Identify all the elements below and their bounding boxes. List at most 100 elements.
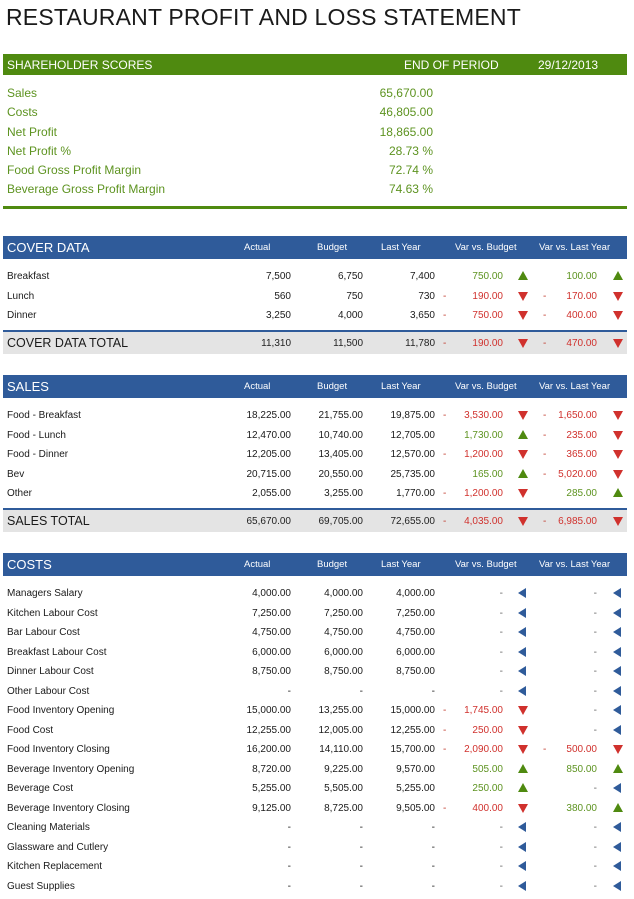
var-budget-sign: - — [443, 802, 447, 814]
col-last-year: Last Year — [381, 242, 421, 253]
var-last-year-value: 100.00 — [566, 271, 597, 282]
last-year-value: 5,255.00 — [396, 783, 435, 794]
triangle-left-icon — [518, 880, 526, 891]
row-label: Breakfast Labour Cost — [7, 646, 107, 658]
triangle-left-icon — [518, 646, 526, 657]
score-row: Net Profit % 28.73 % — [3, 142, 627, 161]
actual-value: 7,250.00 — [252, 607, 291, 619]
row-label: Food Cost — [7, 724, 54, 736]
last-year-value: - — [431, 861, 435, 872]
var-budget-sign: - — [443, 310, 447, 321]
actual-value: 16,200.00 — [246, 744, 292, 755]
triangle-left-icon — [518, 861, 526, 871]
actual-value: 12,470.00 — [246, 429, 292, 441]
var-last-year-value: 235.00 — [566, 429, 597, 441]
budget-value: 750 — [346, 290, 363, 302]
var-last-year-value: - — [593, 588, 597, 599]
row-label: Kitchen Labour Cost — [7, 607, 98, 619]
actual-value: - — [287, 861, 291, 872]
last-year-value: 15,700.00 — [390, 744, 436, 755]
budget-value: 21,755.00 — [318, 410, 364, 421]
last-year-value: 4,000.00 — [396, 588, 435, 599]
costs-header: COSTS Actual Budget Last Year Var vs. Bu… — [3, 553, 627, 576]
score-value: 72.74 % — [388, 163, 433, 178]
table-row: Food Inventory Opening 15,000.00 13,255.00… — [3, 701, 627, 721]
budget-value: - — [359, 861, 363, 872]
table-row: Food - Breakfast 18,225.00 21,755.00 19,875… — [3, 406, 627, 426]
var-last-year-value: - — [593, 666, 597, 677]
row-label: Kitchen Replacement — [7, 861, 103, 872]
triangle-up-icon — [518, 783, 528, 792]
table-row: Other 2,055.00 3,255.00 1,770.00- 1,200.00 28… — [3, 484, 627, 504]
triangle-left-icon — [613, 607, 621, 618]
triangle-down-icon — [518, 745, 528, 754]
col-budget: Budget — [317, 559, 348, 570]
triangle-up-icon — [613, 802, 623, 812]
budget-value: 7,250.00 — [324, 607, 363, 619]
var-budget-sign: - — [443, 744, 447, 755]
table-row: Food - Dinner 12,205.00 13,405.00 12,570.00… — [3, 445, 627, 465]
var-budget-value: 400.00 — [472, 802, 503, 814]
triangle-down-icon — [613, 469, 623, 479]
row-label: Beverage Cost — [7, 783, 74, 794]
col-budget: Budget — [317, 242, 348, 253]
budget-value: 11,500 — [333, 337, 363, 349]
col-actual: Actual — [244, 242, 271, 253]
sales-section: SALES Actual Budget Last Year Var vs. Bu… — [3, 375, 627, 532]
var-last-year-sign: - — [543, 410, 547, 421]
var-budget-value: 165.00 — [472, 468, 503, 480]
var-last-year-sign: - — [543, 337, 547, 349]
var-budget-value: 250.00 — [472, 783, 503, 794]
var-last-year-value: - — [593, 685, 597, 697]
var-budget-value: 750.00 — [472, 271, 503, 282]
sales-header: SALES Actual Budget Last Year Var vs. Bu… — [3, 375, 627, 398]
table-row: Beverage Inventory Opening 8,720.00 9,225.… — [3, 760, 627, 780]
triangle-up-icon — [518, 429, 528, 439]
row-label: Bev — [7, 468, 25, 480]
score-label: Net Profit % — [7, 143, 72, 158]
budget-value: 13,255.00 — [318, 705, 364, 716]
section-title: COSTS — [7, 557, 52, 572]
budget-value: 4,000 — [337, 310, 363, 321]
row-label: Glassware and Cutlery — [7, 841, 109, 853]
table-row: Beverage Cost 5,255.00 5,505.00 5,255.00 250… — [3, 779, 627, 799]
var-budget-value: - — [499, 685, 503, 697]
budget-value: 8,750.00 — [324, 666, 363, 677]
triangle-down-icon — [613, 311, 623, 320]
actual-value: 12,205.00 — [246, 449, 292, 460]
table-row: Beverage Inventory Closing 9,125.00 8,725.… — [3, 799, 627, 819]
col-last-year: Last Year — [381, 381, 421, 392]
score-row: Costs 46,805.00 — [3, 103, 627, 122]
last-year-value: 9,505.00 — [396, 802, 435, 814]
table-row: Bar Labour Cost 4,750.00 4,750.00 4,750.00 -… — [3, 623, 627, 643]
var-budget-value: 750.00 — [472, 310, 503, 321]
var-budget-sign: - — [443, 290, 447, 302]
triangle-left-icon — [613, 646, 621, 657]
budget-value: 5,505.00 — [324, 783, 363, 794]
triangle-left-icon — [518, 627, 526, 637]
row-label: COVER DATA TOTAL — [7, 335, 129, 350]
budget-value: 13,405.00 — [318, 449, 364, 460]
last-year-value: 19,875.00 — [390, 410, 436, 421]
triangle-left-icon — [518, 822, 526, 832]
var-budget-value: 1,200.00 — [464, 488, 503, 499]
row-label: Food - Dinner — [7, 449, 69, 460]
shareholder-header: SHAREHOLDER SCORES END OF PERIOD 29/12/2… — [3, 54, 627, 75]
score-row: Food Gross Profit Margin 72.74 % — [3, 161, 627, 180]
triangle-left-icon — [613, 666, 621, 676]
budget-value: 10,740.00 — [318, 429, 364, 441]
row-label: SALES TOTAL — [7, 513, 90, 528]
var-budget-value: - — [499, 646, 503, 658]
triangle-up-icon — [613, 271, 623, 280]
table-row: Guest Supplies - - - - - — [3, 877, 627, 897]
col-var-budget: Var vs. Budget — [455, 242, 517, 253]
score-row: Net Profit 18,865.00 — [3, 123, 627, 142]
row-label: Other — [7, 488, 33, 499]
actual-value: 2,055.00 — [252, 488, 291, 499]
var-budget-value: - — [499, 588, 503, 599]
triangle-left-icon — [613, 705, 621, 715]
budget-value: - — [359, 841, 363, 853]
budget-value: - — [359, 822, 363, 833]
actual-value: - — [287, 685, 291, 697]
score-value: 28.73 % — [388, 143, 433, 158]
